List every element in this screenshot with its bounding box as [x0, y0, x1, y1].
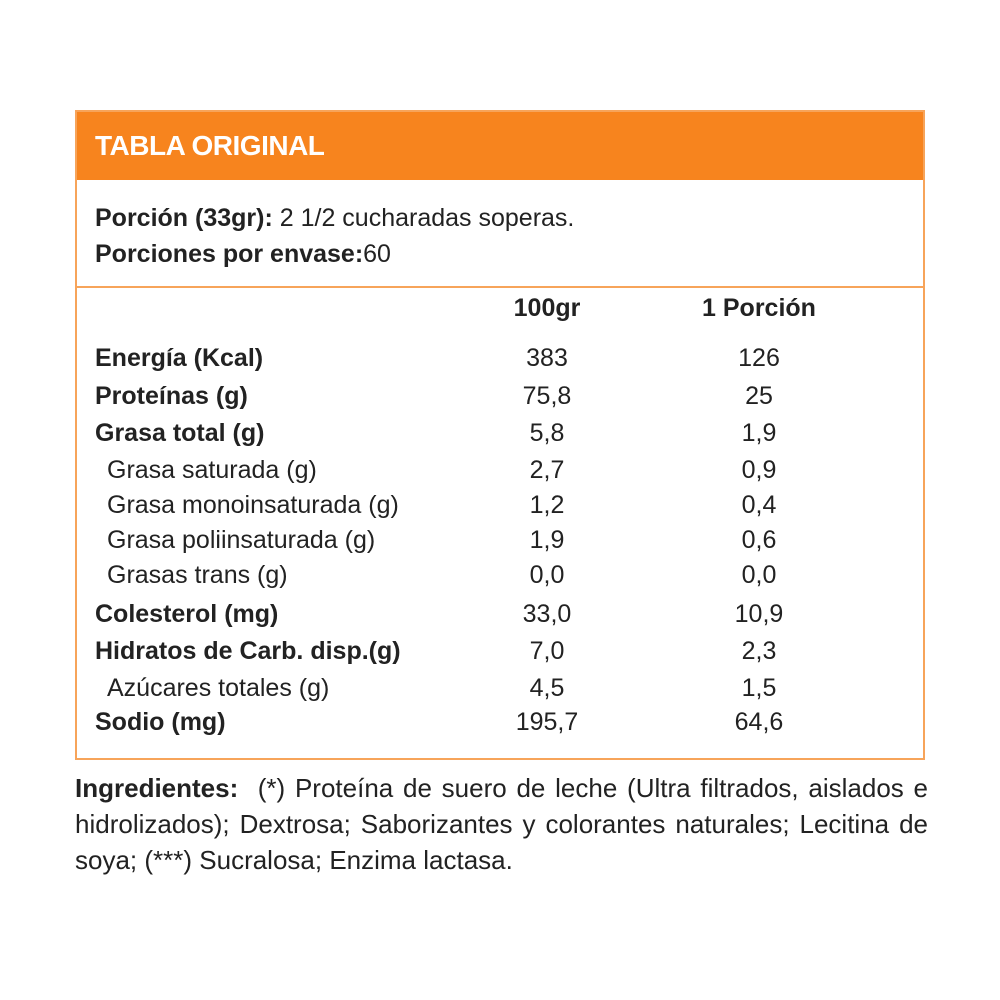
- value-100gr: 383: [526, 344, 568, 372]
- ingredients-label: Ingredientes:: [75, 773, 239, 803]
- table-row: Azúcares totales (g) 4,5 1,5: [77, 674, 923, 710]
- nutrient-label: Grasa total (g): [95, 419, 265, 447]
- value-100gr: 1,9: [529, 526, 565, 554]
- value-portion: 0,0: [741, 561, 777, 589]
- value-100gr: 7,0: [529, 637, 565, 665]
- column-header-portion: 1 Porción: [702, 294, 816, 322]
- nutrient-label: Grasa saturada (g): [107, 456, 317, 484]
- value-100gr: 2,7: [529, 456, 565, 484]
- divider: [77, 286, 923, 288]
- nutrient-label: Proteínas (g): [95, 382, 248, 410]
- ingredients: Ingredientes: (*) Proteína de suero de l…: [75, 770, 928, 878]
- table-row: Colesterol (mg) 33,0 10,9: [77, 600, 923, 636]
- table-row: Grasa total (g) 5,8 1,9: [77, 419, 923, 455]
- value-100gr: 1,2: [529, 491, 565, 519]
- nutrient-label: Azúcares totales (g): [107, 674, 330, 702]
- value-portion: 0,6: [741, 526, 777, 554]
- value-portion: 2,3: [741, 637, 777, 665]
- nutrition-table: TABLA ORIGINAL Porción (33gr): 2 1/2 cuc…: [75, 110, 925, 760]
- nutrient-label: Grasas trans (g): [107, 561, 288, 589]
- value-100gr: 195,7: [515, 708, 579, 736]
- table-row: Hidratos de Carb. disp.(g) 7,0 2,3: [77, 637, 923, 673]
- serving-label: Porción (33gr):: [95, 204, 273, 232]
- table-row: Grasa poliinsaturada (g) 1,9 0,6: [77, 526, 923, 562]
- nutrient-label: Colesterol (mg): [95, 600, 279, 628]
- table-row: Grasas trans (g) 0,0 0,0: [77, 561, 923, 597]
- value-100gr: 5,8: [529, 419, 565, 447]
- column-header-100gr: 100gr: [513, 294, 581, 322]
- value-100gr: 0,0: [529, 561, 565, 589]
- value-100gr: 33,0: [522, 600, 572, 628]
- table-title: TABLA ORIGINAL: [95, 130, 325, 161]
- nutrient-label: Energía (Kcal): [95, 344, 264, 372]
- value-portion: 10,9: [734, 600, 784, 628]
- table-row: Grasa monoinsaturada (g) 1,2 0,4: [77, 491, 923, 527]
- table-row: Sodio (mg) 195,7 64,6: [77, 708, 923, 744]
- value-portion: 1,5: [741, 674, 777, 702]
- value-portion: 126: [738, 344, 780, 372]
- value-100gr: 4,5: [529, 674, 565, 702]
- servings-per-container-label: Porciones por envase:: [95, 240, 364, 268]
- ingredients-text: (*) Proteína de suero de leche (Ultra fi…: [75, 773, 928, 875]
- serving-info: Porción (33gr): 2 1/2 cucharadas soperas…: [95, 200, 574, 272]
- serving-value: 2 1/2 cucharadas soperas.: [279, 204, 575, 232]
- value-portion: 0,4: [741, 491, 777, 519]
- value-portion: 64,6: [734, 708, 784, 736]
- nutrient-label: Grasa poliinsaturada (g): [107, 526, 376, 554]
- table-row: Grasa saturada (g) 2,7 0,9: [77, 456, 923, 492]
- value-100gr: 75,8: [522, 382, 572, 410]
- nutrient-label: Hidratos de Carb. disp.(g): [95, 637, 401, 665]
- nutrient-label: Sodio (mg): [95, 708, 226, 736]
- servings-per-container-value: 60: [363, 240, 391, 268]
- value-portion: 25: [745, 382, 773, 410]
- value-portion: 1,9: [741, 419, 777, 447]
- table-header: TABLA ORIGINAL: [77, 112, 923, 180]
- table-row: Energía (Kcal) 383 126: [77, 344, 923, 380]
- nutrient-label: Grasa monoinsaturada (g): [107, 491, 399, 519]
- table-row: Proteínas (g) 75,8 25: [77, 382, 923, 418]
- value-portion: 0,9: [741, 456, 777, 484]
